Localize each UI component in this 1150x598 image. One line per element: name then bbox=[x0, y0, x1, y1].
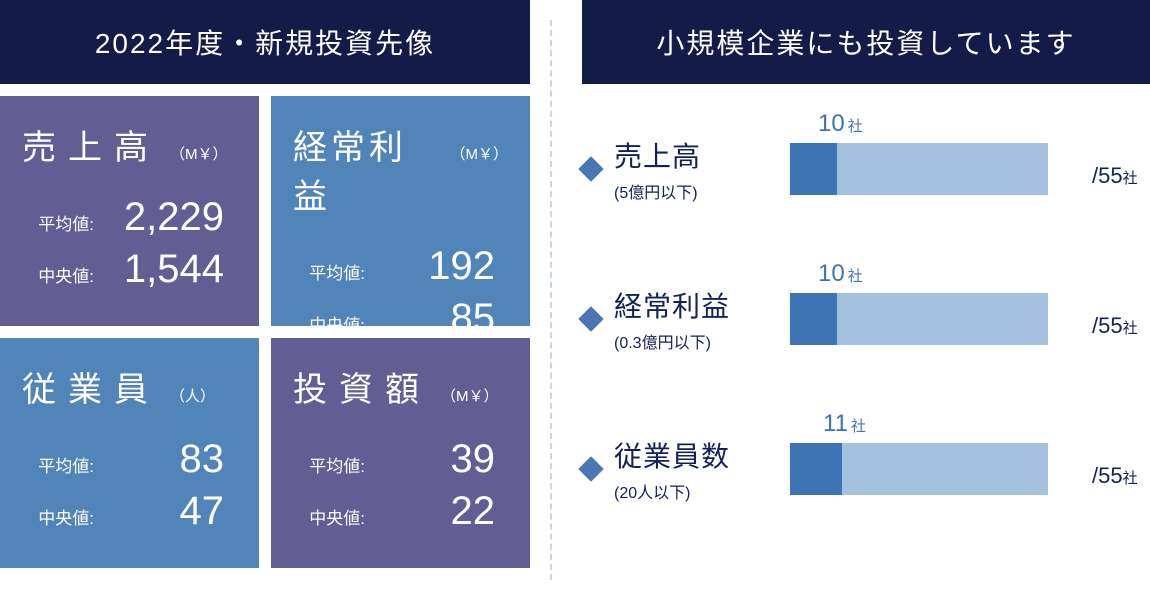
bar-label-block: 売上高 (5億円以下) bbox=[614, 135, 789, 203]
bar-row: 従業員数(20人以下)11社/55社 bbox=[582, 394, 1150, 544]
stat-label: 平均値: bbox=[299, 452, 365, 477]
card-title: 売上高 bbox=[22, 120, 160, 169]
bar-label-block: 従業員数 (20人以下) bbox=[614, 435, 789, 503]
bar-rest bbox=[837, 143, 1048, 195]
stat-card: 売上高（M￥）平均値:2,229中央値:1,544 bbox=[0, 96, 259, 326]
stat-value: 22 bbox=[365, 489, 495, 533]
card-unit: （M￥） bbox=[170, 143, 228, 164]
card-unit: （M￥） bbox=[451, 143, 509, 164]
stat-value: 47 bbox=[94, 489, 224, 533]
stat-label: 平均値: bbox=[28, 210, 94, 235]
bar-area: 11社 bbox=[789, 442, 1080, 496]
stat-card: 経常利益（M￥）平均値:192中央値:85 bbox=[271, 96, 530, 326]
bar-list: 売上高(5億円以下)10社/55社経常利益(0.3億円以下)10社/55社従業員… bbox=[582, 94, 1150, 544]
bar-count: 10社 bbox=[818, 110, 863, 138]
card-title: 経常利益 bbox=[293, 120, 441, 218]
card-unit: （人） bbox=[170, 385, 215, 406]
bar-fill bbox=[790, 143, 837, 195]
bar-area: 10社 bbox=[789, 292, 1080, 346]
bar-fill bbox=[790, 443, 842, 495]
left-header: 2022年度・新規投資先像 bbox=[0, 0, 530, 84]
right-panel: 小規模企業にも投資しています 売上高(5億円以下)10社/55社経常利益(0.3… bbox=[552, 0, 1150, 598]
bar-sublabel: (5億円以下) bbox=[614, 179, 789, 203]
stat-value: 39 bbox=[365, 437, 495, 481]
bar-total: /55社 bbox=[1080, 299, 1150, 339]
card-title-row: 従業員 （人） bbox=[22, 362, 237, 411]
bar-count: 11社 bbox=[823, 410, 866, 438]
bar-label: 経常利益 bbox=[614, 285, 789, 325]
stat-label: 中央値: bbox=[299, 311, 365, 336]
stat-row: 平均値:83 bbox=[22, 437, 237, 481]
bar-track bbox=[789, 292, 1049, 346]
card-title-row: 経常利益 （M￥） bbox=[293, 120, 508, 218]
diamond-icon bbox=[578, 156, 603, 181]
stat-label: 中央値: bbox=[28, 262, 94, 287]
bar-sublabel: (20人以下) bbox=[614, 479, 789, 503]
bar-fill bbox=[790, 293, 837, 345]
card-unit: （M￥） bbox=[441, 385, 499, 406]
card-title: 投資額 bbox=[293, 362, 431, 411]
right-header: 小規模企業にも投資しています bbox=[582, 0, 1150, 84]
stat-card: 投資額（M￥）平均値:39中央値:22 bbox=[271, 338, 530, 568]
stat-row: 平均値:192 bbox=[293, 244, 508, 288]
stat-row: 平均値:2,229 bbox=[22, 195, 237, 239]
stat-row: 中央値:47 bbox=[22, 489, 237, 533]
bar-label: 従業員数 bbox=[614, 435, 789, 475]
bar-total: /55社 bbox=[1080, 449, 1150, 489]
stat-label: 中央値: bbox=[28, 504, 94, 529]
bar-rest bbox=[842, 443, 1048, 495]
bar-row: 経常利益(0.3億円以下)10社/55社 bbox=[582, 244, 1150, 394]
stat-value: 192 bbox=[365, 244, 495, 288]
diamond-icon bbox=[578, 306, 603, 331]
stat-value: 85 bbox=[365, 296, 495, 340]
stat-row: 中央値:1,544 bbox=[22, 247, 237, 291]
bar-total: /55社 bbox=[1080, 149, 1150, 189]
stat-value: 83 bbox=[94, 437, 224, 481]
stat-row: 平均値:39 bbox=[293, 437, 508, 481]
stat-row: 中央値:22 bbox=[293, 489, 508, 533]
card-title-row: 売上高 （M￥） bbox=[22, 120, 237, 169]
stat-value: 1,544 bbox=[94, 247, 224, 291]
bar-track bbox=[789, 442, 1049, 496]
stat-card: 従業員（人）平均値:83中央値:47 bbox=[0, 338, 259, 568]
stat-label: 平均値: bbox=[299, 259, 365, 284]
stat-row: 中央値:85 bbox=[293, 296, 508, 340]
bar-rest bbox=[837, 293, 1048, 345]
bar-row: 売上高(5億円以下)10社/55社 bbox=[582, 94, 1150, 244]
stat-value: 2,229 bbox=[94, 195, 224, 239]
stat-label: 平均値: bbox=[28, 452, 94, 477]
bar-count: 10社 bbox=[818, 260, 863, 288]
left-panel: 2022年度・新規投資先像 売上高（M￥）平均値:2,229中央値:1,544経… bbox=[0, 0, 550, 598]
bar-sublabel: (0.3億円以下) bbox=[614, 329, 789, 353]
card-grid: 売上高（M￥）平均値:2,229中央値:1,544経常利益（M￥）平均値:192… bbox=[0, 96, 530, 568]
stat-label: 中央値: bbox=[299, 504, 365, 529]
bar-area: 10社 bbox=[789, 142, 1080, 196]
bar-label-block: 経常利益 (0.3億円以下) bbox=[614, 285, 789, 353]
bar-label: 売上高 bbox=[614, 135, 789, 175]
bar-track bbox=[789, 142, 1049, 196]
card-title-row: 投資額 （M￥） bbox=[293, 362, 508, 411]
diamond-icon bbox=[578, 456, 603, 481]
card-title: 従業員 bbox=[22, 362, 160, 411]
